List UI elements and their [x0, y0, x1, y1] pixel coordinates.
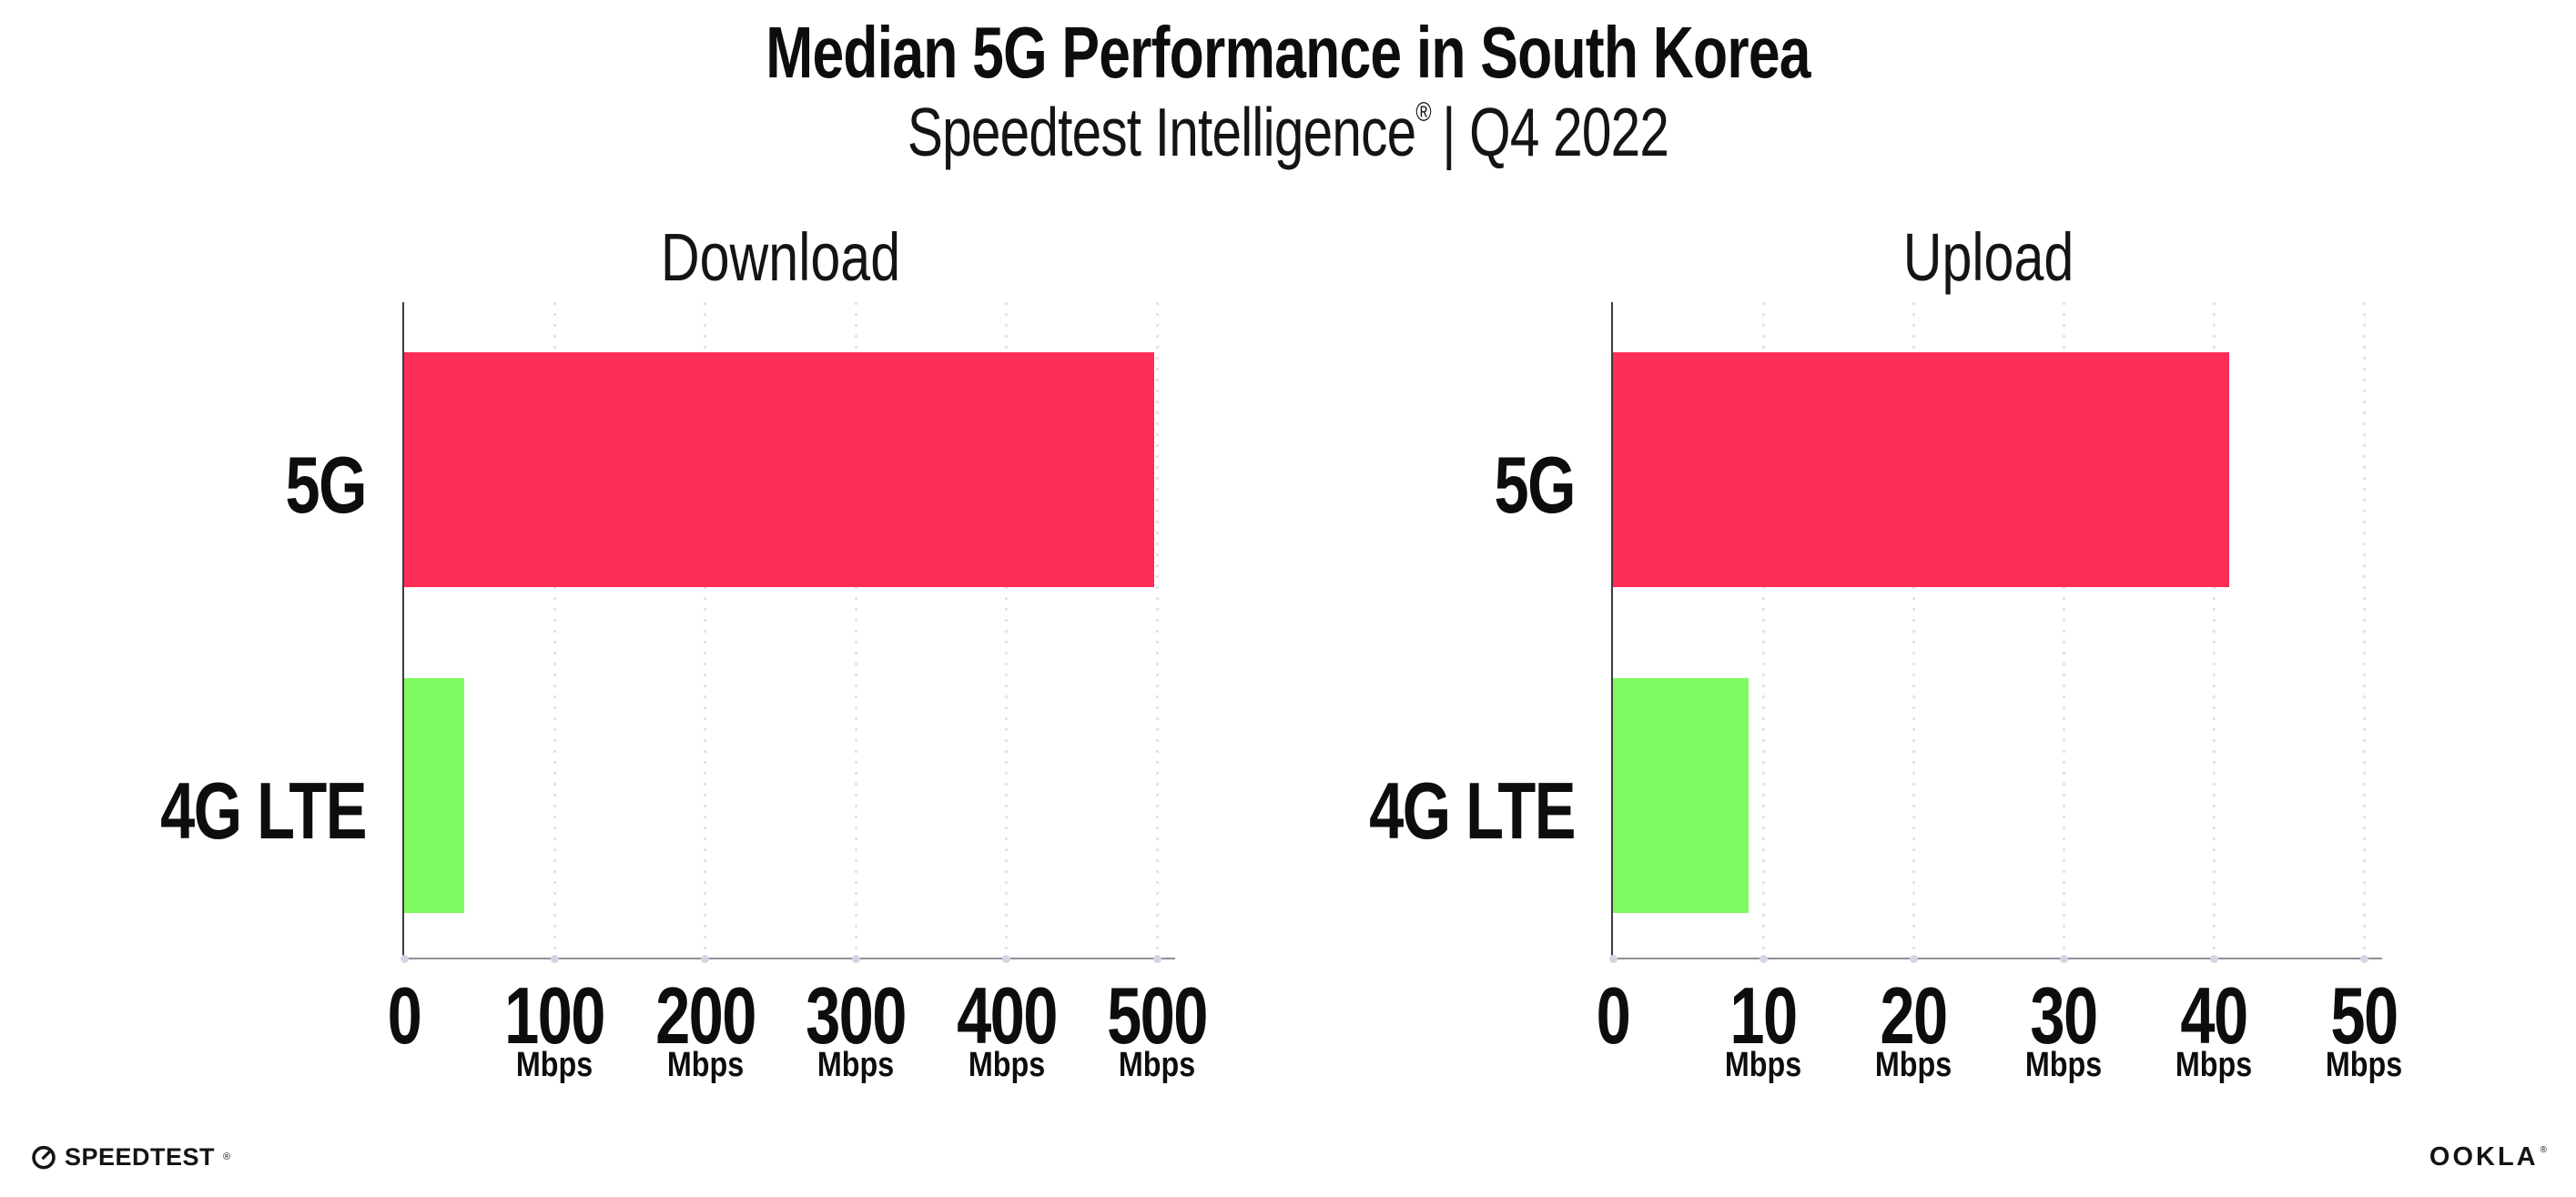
gridline [1005, 302, 1009, 955]
gridline [2362, 302, 2366, 955]
subtitle-brand: Speedtest Intelligence [907, 94, 1416, 170]
axis-tick-dot [701, 954, 710, 963]
axis-tick-dot [1909, 954, 1918, 963]
upload-bar-5g [1613, 352, 2229, 587]
axis-tick-dot [550, 954, 559, 963]
x-axis-line [401, 958, 1175, 959]
x-tick-label: 20 [1880, 970, 1948, 1060]
axis-tick-dot [2359, 954, 2368, 963]
x-tick-unit: Mbps [516, 1046, 593, 1084]
x-tick-unit: Mbps [968, 1046, 1045, 1084]
x-tick-unit: Mbps [666, 1046, 744, 1084]
gridline [704, 302, 707, 955]
gridline [1761, 302, 1765, 955]
y-axis-line [1611, 302, 1613, 959]
x-tick-unit: Mbps [2325, 1046, 2403, 1084]
x-tick-label: 0 [1596, 970, 1631, 1060]
axis-tick-dot [1152, 954, 1161, 963]
x-tick-unit: Mbps [1874, 1046, 1952, 1084]
registered-trademark-icon: ® [1415, 97, 1431, 127]
x-tick-unit: Mbps [1724, 1046, 1802, 1084]
x-tick-unit: Mbps [1118, 1046, 1196, 1084]
category-label-4g-lte: 4G LTE [160, 766, 367, 856]
axis-tick-dot [1759, 954, 1768, 963]
x-tick-label: 30 [2030, 970, 2098, 1060]
axis-tick-dot [1002, 954, 1011, 963]
ookla-logo: OOKLA ® [2429, 1142, 2547, 1172]
category-label-4g-lte: 4G LTE [1369, 766, 1576, 856]
download-bar-4g-lte [404, 678, 465, 913]
speedtest-wordmark: SPEEDTEST [65, 1142, 216, 1171]
x-tick-label: 300 [806, 970, 907, 1060]
gridline [553, 302, 556, 955]
x-tick-label: 200 [654, 970, 756, 1060]
download-bar-5g [404, 352, 1154, 587]
axis-tick-dot [2209, 954, 2218, 963]
axis-tick-dot [851, 954, 860, 963]
gridline [1912, 302, 1915, 955]
x-tick-unit: Mbps [2175, 1046, 2253, 1084]
download-chart-title: Download [660, 219, 901, 295]
page-title: Median 5G Performance in South Korea [766, 12, 1810, 93]
speedtest-logo: SPEEDTEST ® [31, 1143, 230, 1171]
x-tick-unit: Mbps [2024, 1046, 2103, 1084]
axis-tick-dot [400, 954, 409, 963]
category-label-5g: 5G [285, 440, 368, 530]
gridline [2062, 302, 2065, 955]
speedtest-gauge-icon [32, 1145, 56, 1170]
x-axis-line [1610, 958, 2382, 959]
axis-tick-dot [2059, 954, 2068, 963]
axis-tick-dot [1608, 954, 1618, 963]
upload-bar-4g-lte [1613, 678, 1749, 913]
x-tick-label: 500 [1107, 970, 1208, 1060]
x-tick-label: 100 [504, 970, 605, 1060]
gridline [1155, 302, 1159, 955]
speedtest-registered-icon: ® [223, 1151, 231, 1162]
x-tick-label: 400 [956, 970, 1058, 1060]
subtitle-period: | Q4 2022 [1442, 94, 1669, 170]
gridline [854, 302, 857, 955]
y-axis-line [402, 302, 404, 959]
upload-chart-title: Upload [1902, 219, 2074, 295]
x-tick-unit: Mbps [817, 1046, 895, 1084]
x-tick-label: 0 [387, 970, 422, 1060]
page-subtitle: Speedtest Intelligence® | Q4 2022 [283, 93, 2292, 171]
ookla-registered-icon: ® [2540, 1145, 2547, 1155]
x-tick-label: 10 [1729, 970, 1798, 1060]
x-tick-label: 50 [2330, 970, 2399, 1060]
x-tick-label: 40 [2180, 970, 2248, 1060]
ookla-wordmark: OOKLA [2429, 1142, 2539, 1172]
gridline [2212, 302, 2216, 955]
category-label-5g: 5G [1494, 440, 1577, 530]
